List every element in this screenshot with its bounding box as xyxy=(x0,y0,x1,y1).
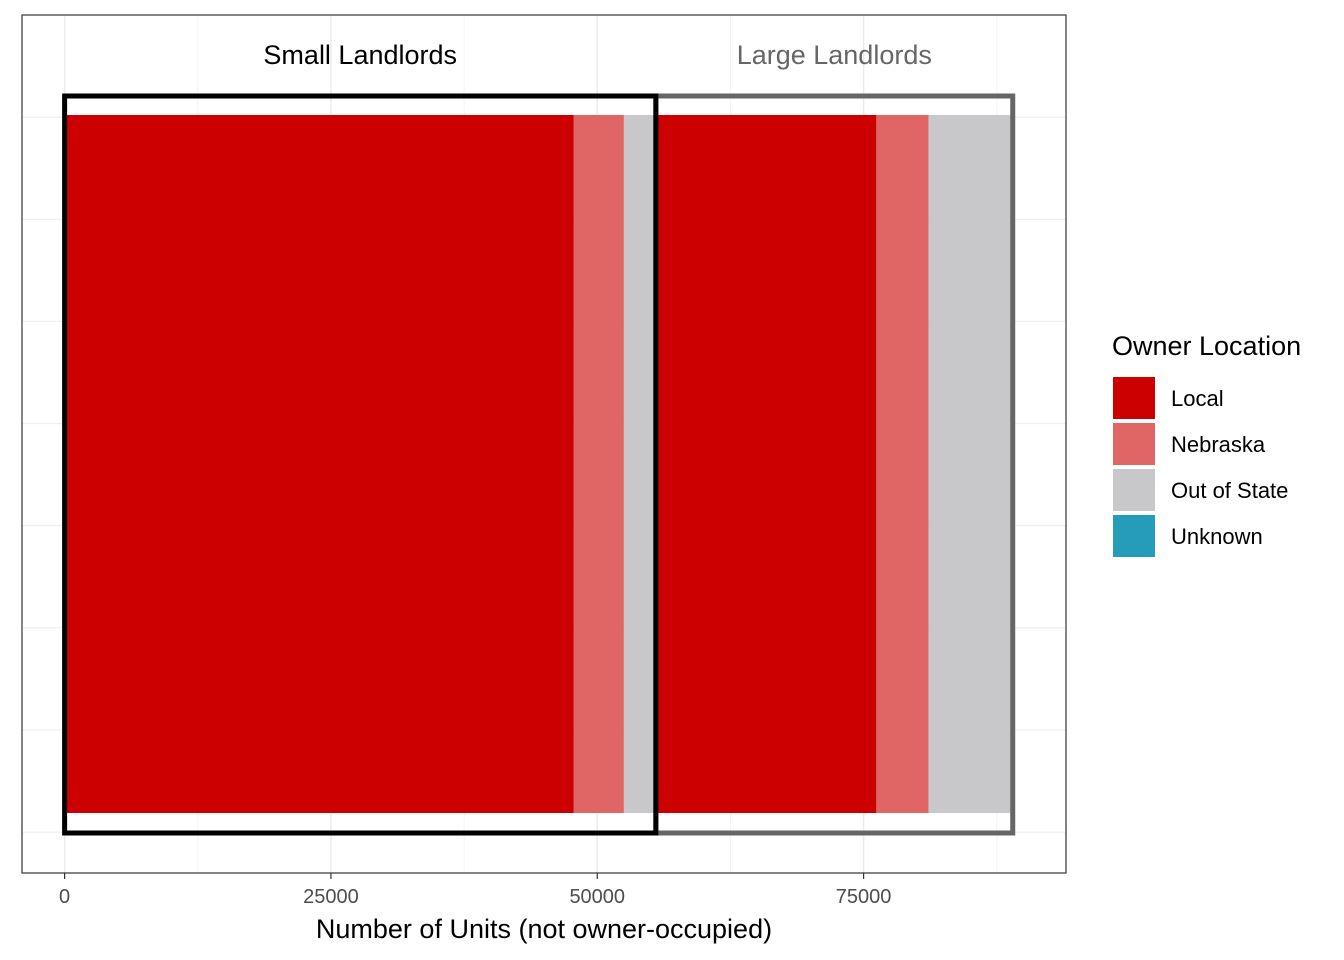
bar-nebraska xyxy=(573,115,624,813)
legend-label-unknown: Unknown xyxy=(1171,524,1263,549)
legend: Owner Location Local Nebraska Out of State U… xyxy=(1112,331,1301,557)
bar-out-of-state xyxy=(928,115,1012,813)
group-label-small-landlords: Small Landlords xyxy=(263,40,457,70)
legend-title: Owner Location xyxy=(1112,331,1301,361)
x-tick-label: 75000 xyxy=(836,886,892,908)
bar-local xyxy=(656,115,877,813)
legend-key-unknown xyxy=(1113,515,1155,557)
bar-nebraska xyxy=(876,115,929,813)
group-labels: Small Landlords Large Landlords xyxy=(263,40,931,70)
legend-key-out-of-state xyxy=(1113,469,1155,511)
legend-label-out-of-state: Out of State xyxy=(1171,478,1288,503)
panel-border xyxy=(21,14,1067,874)
x-tick-label: 0 xyxy=(59,886,70,908)
legend-label-local: Local xyxy=(1171,386,1224,411)
group-boxes xyxy=(62,93,1016,836)
group-box-small-landlords xyxy=(62,93,659,836)
legend-label-nebraska: Nebraska xyxy=(1171,432,1266,457)
group-label-large-landlords: Large Landlords xyxy=(737,40,932,70)
bar-local xyxy=(64,115,574,813)
x-axis-ticks: 0 25000 50000 75000 xyxy=(59,873,891,908)
bar-out-of-state xyxy=(623,115,654,813)
x-tick-label: 50000 xyxy=(569,886,625,908)
bar-segments xyxy=(64,115,1012,813)
x-tick-label: 25000 xyxy=(303,886,359,908)
legend-key-local xyxy=(1113,377,1155,419)
x-axis-title: Number of Units (not owner-occupied) xyxy=(316,914,772,944)
legend-key-nebraska xyxy=(1113,423,1155,465)
